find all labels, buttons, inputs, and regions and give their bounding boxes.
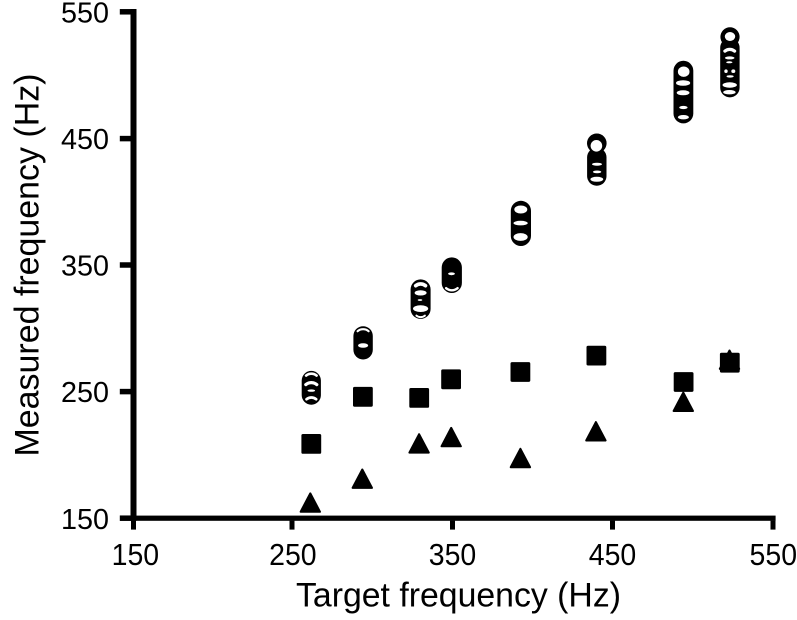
svg-text:Target frequency (Hz): Target frequency (Hz) bbox=[296, 576, 621, 614]
svg-text:550: 550 bbox=[750, 537, 797, 572]
svg-text:450: 450 bbox=[589, 537, 637, 572]
svg-text:150: 150 bbox=[112, 537, 160, 572]
svg-text:150: 150 bbox=[61, 504, 109, 536]
svg-text:550: 550 bbox=[61, 0, 109, 29]
svg-text:250: 250 bbox=[61, 377, 109, 409]
svg-text:350: 350 bbox=[429, 537, 477, 572]
svg-text:450: 450 bbox=[61, 124, 109, 156]
svg-text:Measured frequency (Hz): Measured frequency (Hz) bbox=[8, 74, 46, 457]
svg-text:350: 350 bbox=[61, 251, 109, 283]
svg-text:250: 250 bbox=[269, 537, 317, 572]
